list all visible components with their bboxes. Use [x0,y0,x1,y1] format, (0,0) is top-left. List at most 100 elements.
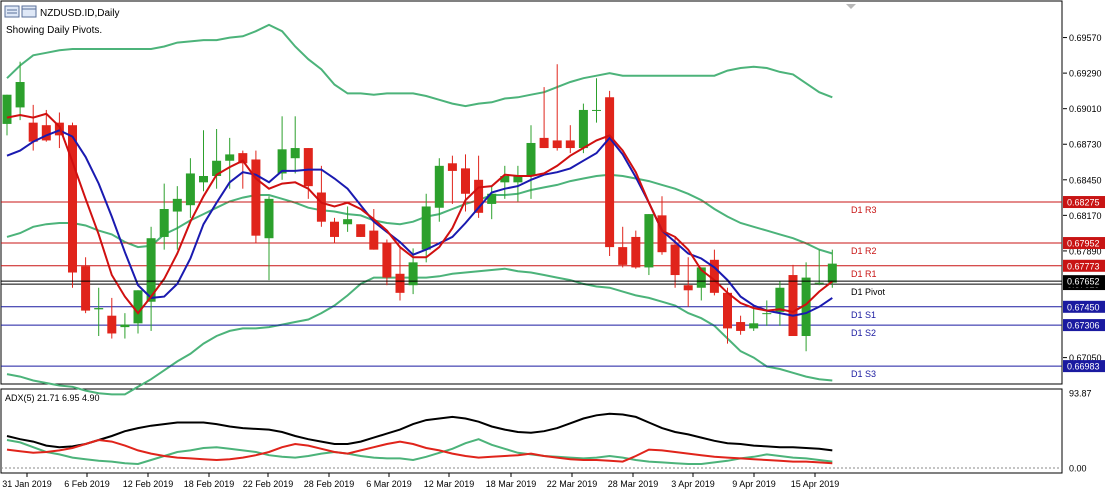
candle-body [683,285,693,291]
pivot-level-name: D1 S3 [851,369,876,379]
adx-pane-frame [0,388,1063,474]
candle-body [696,267,706,288]
adx-tick-label: 0.00 [1069,464,1087,474]
candle-body [539,137,549,149]
time-tick-label: 28 Feb 2019 [304,479,355,489]
symbol-header: NZDUSD.ID,Daily Showing Daily Pivots. [4,5,119,36]
candle-body [670,244,680,276]
candle-body [775,287,785,312]
pivot-value-label: 0.67306 [1067,321,1100,331]
candlesticks [2,61,837,352]
pivot-level-name: D1 R2 [851,246,877,256]
pivot-level-name: D1 S2 [851,328,876,338]
chart-shift-marker-icon[interactable] [846,4,856,9]
candle-body [290,148,300,159]
price-tick-label: 0.69290 [1069,69,1102,79]
candle-body [827,263,837,283]
adx-line [6,412,833,452]
candle-body [68,125,77,273]
candle-body [343,219,353,225]
candle-body [212,160,222,176]
candle-body [330,221,339,237]
candle-body [618,247,628,265]
price-tick-label: 0.68450 [1069,175,1102,185]
pivot-value-box [1063,300,1105,313]
fast-moving-average-line [6,112,833,315]
candle-body [41,125,51,141]
chart-window-icon[interactable] [21,5,37,18]
candle-body [552,140,562,149]
pivot-value-box [1063,196,1105,209]
candle-body [513,175,523,183]
pivot-level-name: D1 R1 [851,269,877,279]
candle-body [199,175,208,183]
time-tick-label: 28 Mar 2019 [608,479,659,489]
candle-body [146,238,156,302]
time-tick-label: 6 Mar 2019 [366,479,412,489]
candle-body [303,148,313,187]
candle-body [225,154,235,161]
pivot-value-label: 0.67450 [1067,302,1100,312]
time-tick-label: 3 Apr 2019 [671,479,715,489]
price-axis: 0.69570 0.69290 0.69010 0.68730 0.68450 0.681… [1063,33,1102,363]
time-tick-label: 9 Apr 2019 [732,479,776,489]
candle-body [487,193,497,204]
price-tick-label: 0.69010 [1069,104,1102,114]
pivot-level-name: D1 R3 [851,205,877,215]
candle-body [788,275,798,337]
time-tick-label: 22 Mar 2019 [547,479,598,489]
price-tick-label: 0.68170 [1069,211,1102,221]
candle-body [447,163,457,171]
candle-body [578,109,588,149]
candle-body [120,324,130,328]
time-tick-label: 15 Apr 2019 [791,479,840,489]
pivot-value-label: 0.68275 [1067,198,1100,208]
pivot-level-name: D1 Pivot [851,287,886,297]
candle-body [814,282,824,284]
candle-body [461,168,470,194]
pivot-value-label: 0.66983 [1067,362,1100,372]
candle-body [500,175,510,183]
chart-menu-icon[interactable] [4,5,20,18]
candle-body [382,243,392,278]
candle-body [133,290,143,324]
pivot-value-box [1063,259,1105,272]
candle-body [474,179,484,213]
candle-body [15,82,25,108]
candle-body [185,173,195,206]
time-axis: 31 Jan 2019 6 Feb 2019 12 Feb 2019 18 Feb 2… [2,473,839,489]
price-tick-label: 0.67890 [1069,246,1102,256]
candle-body [657,215,667,253]
candle-body [238,153,248,164]
pivot-value-label: 0.67952 [1067,239,1100,249]
pivot-value-box [1063,319,1105,332]
time-tick-label: 12 Mar 2019 [424,479,475,489]
candle-body [395,273,405,293]
bollinger-bands [6,23,833,396]
candle-body [408,262,418,286]
candle-body [172,198,182,212]
symbol-title: NZDUSD.ID,Daily [40,8,119,19]
pivot-levels [1,201,1062,367]
candle-body [592,109,601,111]
candle-body [749,323,759,329]
candle-body [709,259,719,293]
time-tick-label: 18 Mar 2019 [486,479,537,489]
candle-body [107,315,117,334]
candle-body [264,198,274,239]
candle-body [723,292,732,329]
time-tick-label: 22 Feb 2019 [243,479,294,489]
candle-body [631,236,641,268]
pivot-value-label: 0.67773 [1067,261,1100,271]
time-tick-label: 18 Feb 2019 [184,479,235,489]
candle-body [28,122,38,142]
bollinger-middle-line [6,173,833,255]
moving-averages [6,112,833,317]
price-tick-label: 0.69570 [1069,33,1102,43]
price-tick-label: 0.67050 [1069,353,1102,363]
adx-tick-label: 93.87 [1069,389,1092,399]
candle-body [356,224,366,237]
minus-di-line [6,438,833,465]
